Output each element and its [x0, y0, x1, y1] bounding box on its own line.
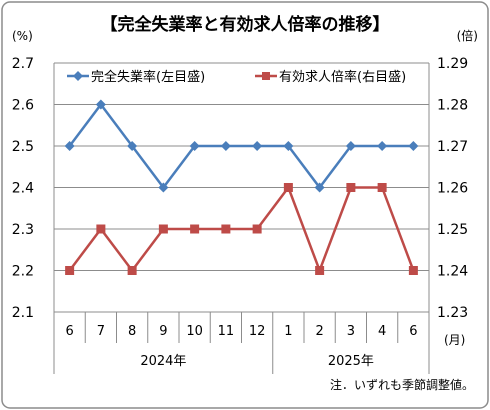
data-point-diamond	[377, 141, 388, 151]
x-tick-label: 6	[409, 324, 417, 339]
data-point-diamond	[220, 141, 231, 151]
left-tick-label: 2.4	[12, 181, 34, 197]
right-tick-label: 1.26	[437, 181, 468, 197]
x-tick-label: 8	[128, 324, 136, 339]
data-point-square	[221, 224, 231, 234]
data-point-diamond	[189, 141, 200, 151]
x-tick-label: 10	[186, 324, 203, 339]
x-tick-label: 4	[378, 324, 386, 339]
data-point-diamond	[314, 182, 325, 193]
series-line	[68, 102, 414, 190]
x-tick-label: 1	[284, 324, 292, 339]
right-tick-label: 1.23	[437, 305, 468, 321]
left-tick-label: 2.3	[12, 222, 34, 238]
data-point-diamond	[95, 99, 106, 110]
x-tick-label: 6	[65, 324, 73, 339]
data-point-square	[408, 266, 418, 275]
right-tick-label: 1.24	[437, 264, 468, 280]
data-point-diamond	[64, 141, 75, 151]
plot-area: 2.1 2.2 2.3 2.4 2.5 2.6 2.7 1.23 1.24 1.25 1.26 1.2…	[12, 56, 468, 374]
footnote: 注．いずれも季節調整値。	[330, 377, 474, 392]
data-point-diamond	[345, 141, 356, 151]
left-axis-unit: (%)	[12, 29, 33, 43]
data-point-square	[346, 183, 356, 192]
data-point-diamond	[127, 141, 138, 151]
legend-label: 完全失業率(左目盛)	[91, 69, 205, 85]
data-point-square	[127, 266, 137, 275]
x-tick-label: 2	[315, 324, 323, 339]
legend-label: 有効求人倍率(右目盛)	[279, 69, 406, 85]
right-tick-label: 1.29	[437, 56, 468, 72]
legend-marker-diamond	[73, 71, 83, 81]
legend-marker-square	[262, 72, 270, 80]
data-point-square	[252, 224, 262, 234]
x-tick-label: 12	[249, 324, 266, 339]
chart-title: 【完全失業率と有効求人倍率の推移】	[101, 14, 390, 35]
data-point-square	[158, 224, 168, 234]
data-point-square	[65, 266, 75, 275]
data-point-diamond	[252, 141, 263, 151]
x-tick-label: 9	[159, 324, 167, 339]
data-point-diamond	[408, 141, 419, 151]
left-tick-label: 2.7	[12, 56, 34, 72]
data-point-diamond	[158, 182, 169, 193]
data-point-square	[377, 183, 387, 192]
x-tick-label: 3	[347, 324, 355, 339]
data-point-square	[96, 224, 106, 234]
data-point-diamond	[283, 141, 294, 151]
left-tick-label: 2.5	[12, 139, 34, 155]
right-tick-label: 1.25	[437, 222, 468, 238]
data-point-square	[283, 183, 293, 192]
right-tick-label: 1.28	[437, 98, 468, 114]
year-group-label: 2024年	[140, 354, 186, 369]
x-tick-label: 11	[218, 324, 235, 339]
left-tick-label: 2.2	[12, 264, 34, 280]
data-point-square	[315, 266, 325, 275]
x-axis-unit: (月)	[444, 333, 465, 347]
series-line	[68, 184, 415, 275]
left-tick-label: 2.6	[12, 98, 34, 114]
data-point-square	[190, 224, 200, 234]
left-tick-label: 2.1	[12, 305, 34, 321]
x-tick-label: 7	[97, 324, 105, 339]
right-axis-unit: (倍)	[457, 28, 478, 43]
year-group-label: 2025年	[328, 354, 374, 369]
right-tick-label: 1.27	[437, 139, 468, 155]
